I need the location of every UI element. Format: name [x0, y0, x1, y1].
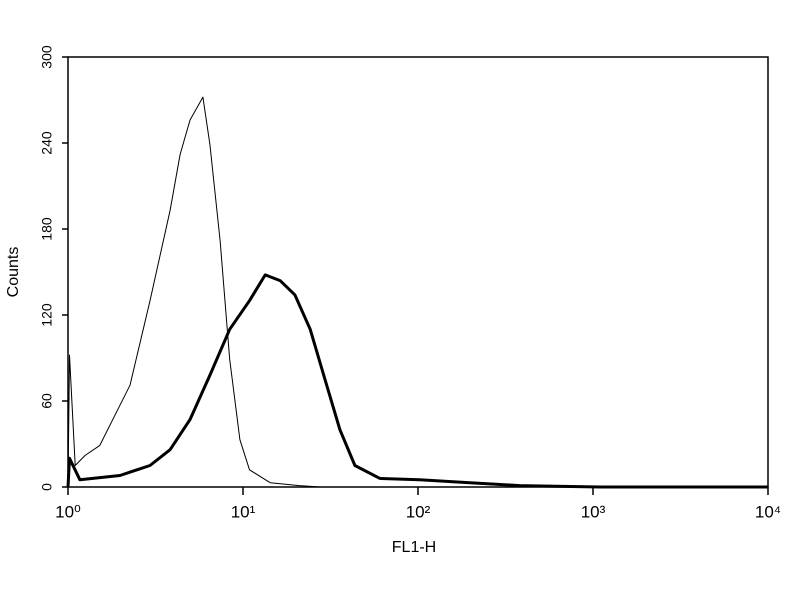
y-tick-label: 0 — [39, 483, 55, 491]
histogram-line — [67, 96, 320, 488]
histogram-line — [66, 273, 768, 489]
x-tick-label: 10⁰ — [55, 502, 81, 521]
y-tick-label: 180 — [39, 217, 55, 241]
x-tick-label: 10² — [406, 502, 431, 521]
y-tick-label: 240 — [39, 131, 55, 155]
x-tick-label: 10³ — [581, 502, 606, 521]
y-tick-label: 300 — [39, 45, 55, 69]
x-tick-label: 10¹ — [231, 502, 256, 521]
y-tick-label: 60 — [39, 393, 55, 409]
y-axis-label: Counts — [5, 247, 22, 298]
x-tick-label: 10⁴ — [755, 502, 781, 521]
y-tick-label: 120 — [39, 303, 55, 327]
x-axis-label: FL1-H — [392, 539, 436, 556]
plot-frame — [67, 56, 769, 488]
